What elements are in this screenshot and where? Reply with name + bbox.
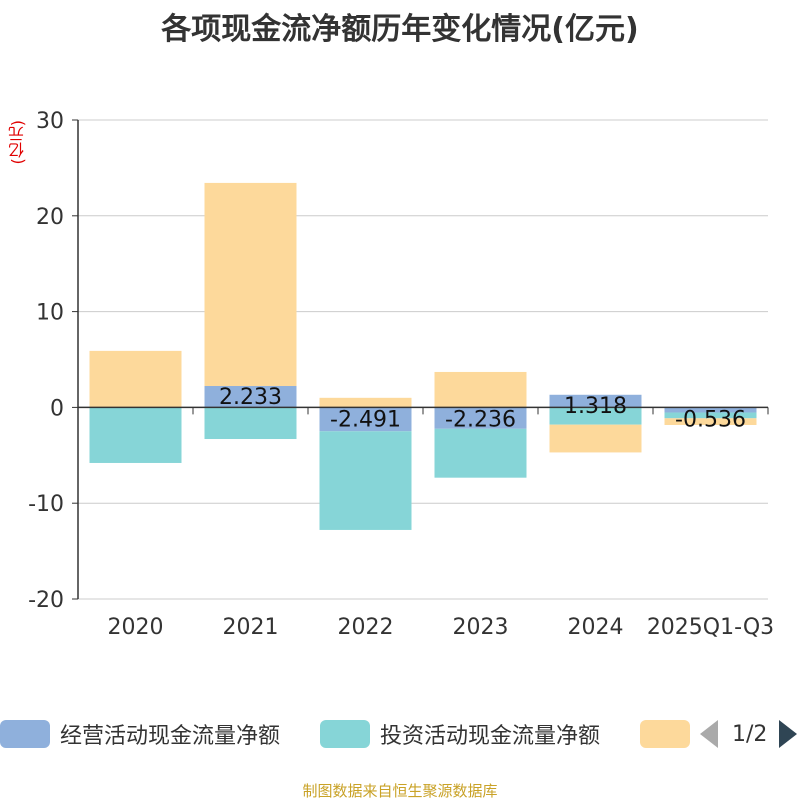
- chart-canvas: 30 20 10 0 -10 -20 2020 2021 2022 2023 2024 2025Q1-…: [28, 109, 774, 640]
- bar-financing: [89, 350, 182, 408]
- bar-financing: [549, 424, 642, 453]
- y-tick-label: 30: [36, 109, 64, 134]
- bar-investing: [434, 428, 527, 478]
- bar-operating: [434, 407, 527, 429]
- bar-operating: [664, 407, 757, 413]
- bar-operating: [549, 394, 642, 408]
- data-label: 1.318: [564, 394, 627, 419]
- bar-investing: [204, 407, 297, 440]
- bar-operating: [319, 407, 412, 432]
- x-tick-label: 2023: [453, 615, 509, 640]
- x-tick-label: 2025Q1-Q3: [647, 615, 774, 640]
- x-tick-label: 2024: [568, 615, 624, 640]
- data-label: -2.236: [445, 407, 516, 432]
- legend-label-operating: 经营活动现金流量净额: [60, 724, 281, 749]
- legend-pager: 1/2: [700, 716, 798, 752]
- bar-investing: [664, 412, 757, 419]
- x-tick-label: 2021: [223, 615, 279, 640]
- bar-operating: [204, 386, 297, 408]
- x-tick-label: 2022: [338, 615, 394, 640]
- legend-page-indicator: 1/2: [732, 721, 768, 747]
- y-tick-label: 20: [36, 205, 64, 230]
- legend-next-page-icon[interactable]: [779, 720, 798, 748]
- data-label: -0.536: [675, 407, 746, 432]
- bar-investing: [89, 407, 182, 463]
- legend-item-investing[interactable]: 投资活动现金流量净额: [320, 716, 600, 752]
- data-label: -2.491: [330, 407, 401, 432]
- bar-financing: [434, 371, 527, 408]
- data-source-note: 制图数据来自恒生聚源数据库: [302, 782, 498, 800]
- x-tick-label: 2020: [108, 615, 164, 640]
- bar-financing: [664, 418, 757, 425]
- data-label: 2.233: [219, 385, 282, 410]
- legend-item-financing[interactable]: [640, 716, 700, 752]
- legend: 经营活动现金流量净额 投资活动现金流量净额 1/2: [0, 716, 800, 752]
- legend-item-operating[interactable]: 经营活动现金流量净额: [0, 716, 280, 752]
- y-tick-label: 10: [36, 301, 64, 326]
- y-tick-label: -20: [28, 588, 64, 613]
- legend-swatch-operating: [0, 720, 50, 748]
- y-tick-label: -10: [28, 492, 64, 517]
- bar-investing: [319, 431, 412, 530]
- legend-swatch-financing: [640, 720, 690, 748]
- bar-investing: [549, 407, 642, 425]
- chart-title: 各项现金流净额历年变化情况(亿元): [161, 12, 639, 47]
- bar-financing: [319, 397, 412, 408]
- legend-label-investing: 投资活动现金流量净额: [380, 724, 601, 749]
- legend-prev-page-icon[interactable]: [700, 720, 718, 748]
- bar-financing: [204, 182, 297, 387]
- legend-swatch-investing: [320, 720, 370, 748]
- y-tick-label: 0: [50, 396, 64, 421]
